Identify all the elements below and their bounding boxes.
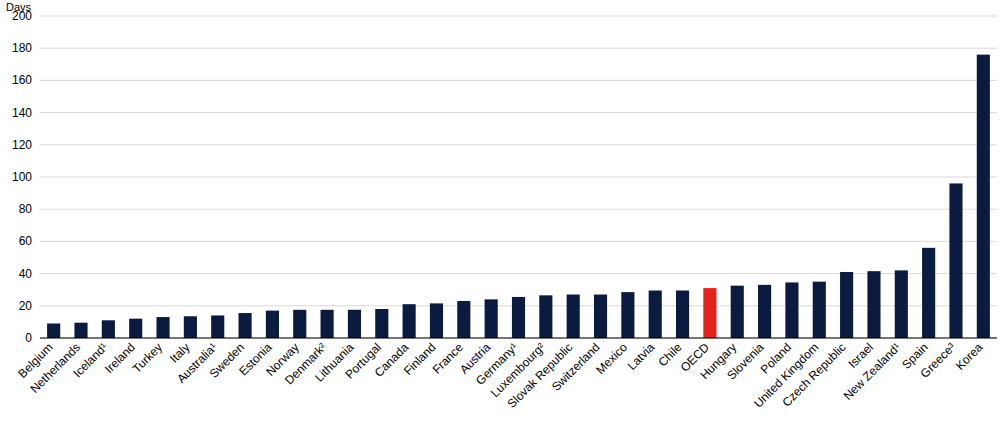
y-tick-label: 20: [19, 299, 33, 313]
bar: [949, 183, 962, 338]
bar: [512, 297, 525, 338]
bar: [375, 309, 388, 338]
x-tick-label: Australia¹: [174, 340, 220, 386]
bar: [129, 319, 142, 338]
x-tick-label: Slovenia: [724, 340, 767, 383]
bar: [813, 282, 826, 338]
bar: [293, 310, 306, 338]
grid-line: [40, 48, 997, 49]
bar: [785, 282, 798, 338]
x-tick-label: Finland: [401, 340, 439, 378]
bar: [74, 323, 87, 338]
x-tick-label: Latvia: [625, 340, 658, 373]
y-tick-label: 180: [12, 41, 32, 55]
bar: [867, 271, 880, 338]
x-tick-label: Turkey: [130, 340, 166, 376]
y-tick-label: 0: [25, 331, 32, 345]
bar: [621, 292, 634, 338]
bar: [539, 295, 552, 338]
y-tick-label: 140: [12, 106, 32, 120]
x-tick-label: Korea: [953, 340, 986, 373]
grid-line: [40, 16, 997, 17]
bars: [47, 55, 990, 338]
x-tick-label: Mexico: [593, 340, 630, 377]
x-axis: [40, 338, 997, 339]
chart: 020406080100120140160180200DaysBelgiumNe…: [0, 0, 1000, 422]
bar: [676, 291, 689, 338]
bar: [567, 295, 580, 338]
bar: [266, 311, 279, 338]
bar: [895, 270, 908, 338]
bar: [430, 303, 443, 338]
grid-line: [40, 273, 997, 274]
bar: [457, 301, 470, 338]
y-tick-label: 120: [12, 138, 32, 152]
bar: [184, 316, 197, 338]
x-tick-label: Ireland: [102, 340, 138, 376]
grid-line: [40, 80, 997, 81]
grid-line: [40, 177, 997, 178]
bar: [922, 248, 935, 338]
x-tick-label: Iceland¹: [70, 340, 110, 380]
bar: [239, 313, 252, 338]
bar: [321, 310, 334, 338]
grid-line: [40, 144, 997, 145]
bar: [703, 288, 716, 338]
bar: [731, 286, 744, 338]
bar: [156, 317, 169, 338]
bar: [348, 310, 361, 338]
y-tick-label: 60: [19, 234, 33, 248]
x-tick-label: Greece³: [918, 340, 959, 381]
x-tick-label: Czech Republic: [779, 340, 848, 409]
grid-line: [40, 338, 997, 339]
bar: [485, 299, 498, 338]
bar: [47, 324, 60, 338]
grid-line: [40, 241, 997, 242]
grid-line: [40, 112, 997, 113]
bar: [102, 320, 115, 338]
bar: [977, 55, 990, 338]
y-tick-label: 80: [19, 202, 33, 216]
y-tick-label: 160: [12, 73, 32, 87]
y-axis-label: Days: [6, 1, 32, 13]
bar: [403, 304, 416, 338]
bar: [594, 295, 607, 338]
y-tick-label: 100: [12, 170, 32, 184]
grid-line: [40, 209, 997, 210]
bar: [649, 291, 662, 338]
y-tick-label: 40: [19, 267, 33, 281]
bar: [758, 285, 771, 338]
bar: [211, 315, 224, 338]
x-tick-label: New Zealand¹: [841, 340, 904, 403]
bar: [840, 272, 853, 338]
